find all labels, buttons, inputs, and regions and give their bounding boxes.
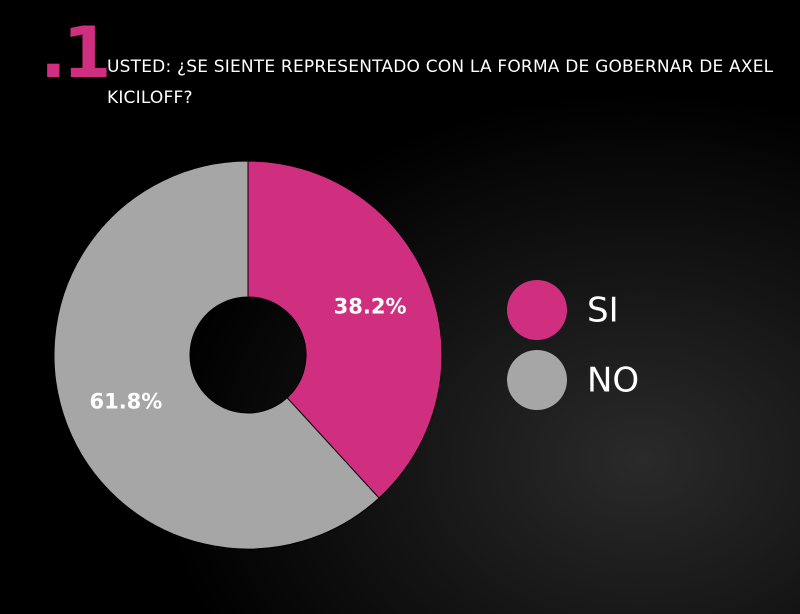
section-number: .1 — [40, 12, 111, 94]
legend-label: NO — [587, 361, 639, 401]
legend-label: SI — [587, 291, 619, 331]
data-label: 38.2% — [334, 295, 407, 319]
pie-slice — [247, 160, 443, 499]
chart-title: USTED: ¿SE SIENTE REPRESENTADO CON LA FO… — [107, 57, 774, 108]
legend-swatch — [507, 280, 567, 340]
legend-swatch — [507, 350, 567, 410]
data-label: 61.8% — [89, 389, 162, 413]
pie-slice — [53, 160, 380, 550]
